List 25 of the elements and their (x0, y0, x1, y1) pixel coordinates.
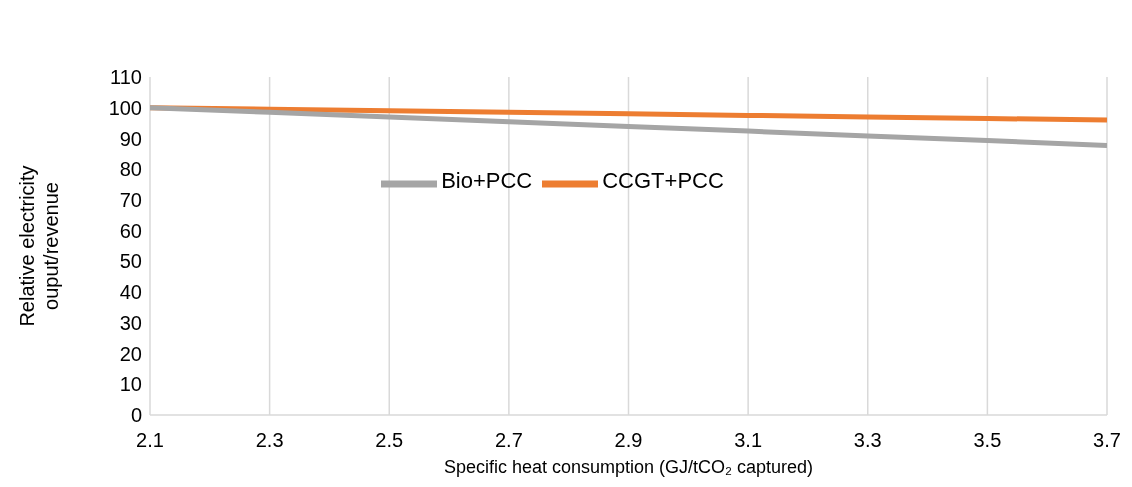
y-tick-label: 50 (119, 250, 142, 273)
y-tick-label: 40 (119, 281, 142, 304)
x-tick-label: 2.1 (136, 429, 164, 452)
x-tick-label: 3.7 (1093, 429, 1121, 452)
x-tick-label: 2.3 (255, 429, 284, 452)
legend-label: Bio+PCC (441, 168, 533, 194)
x-tick-label: 3.5 (973, 429, 1002, 452)
y-tick-label: 100 (108, 96, 142, 119)
y-tick-label: 80 (119, 158, 142, 181)
x-tick-label: 2.7 (494, 429, 523, 452)
y-tick-label: 90 (119, 127, 142, 150)
y-axis-title: Relative electricity ouput/revenue (16, 165, 62, 327)
y-tick-label: 110 (110, 66, 142, 89)
x-tick-label: 3.1 (734, 429, 763, 452)
x-tick-label: 2.5 (375, 429, 404, 452)
x-tick-label: 2.9 (614, 429, 643, 452)
y-tick-label: 20 (119, 342, 142, 365)
y-tick-label: 0 (130, 404, 142, 427)
y-tick-label: 10 (119, 373, 142, 396)
y-tick-label: 70 (119, 189, 142, 212)
x-tick-label: 3.3 (853, 429, 882, 452)
x-axis-title: Specific heat consumption (GJ/tCO₂ captured) (443, 457, 814, 477)
legend-label: CCGT+PCC (602, 168, 724, 194)
y-tick-label: 30 (119, 311, 142, 334)
y-tick-label: 60 (119, 219, 142, 242)
